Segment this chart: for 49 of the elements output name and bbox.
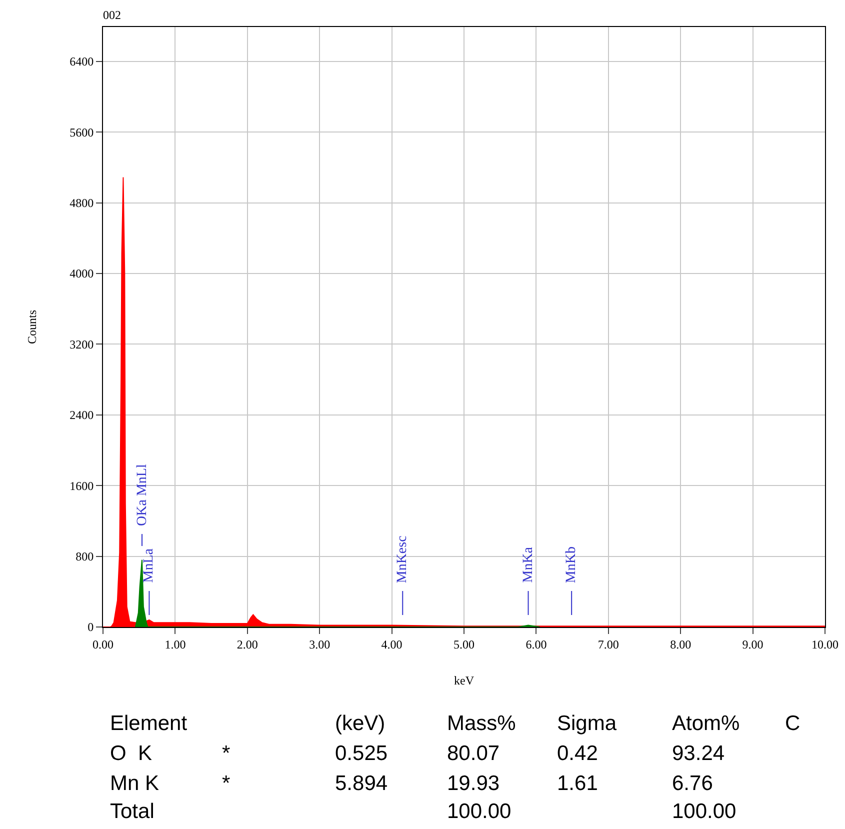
- ref-line-label: MnKb: [564, 546, 580, 584]
- text: C: [785, 712, 800, 736]
- x-tick-label: 0.00: [92, 637, 114, 652]
- ref-line-label: MnLa: [142, 548, 157, 583]
- x-tick-label: 1.00: [164, 637, 186, 652]
- text: 100.00: [672, 800, 736, 824]
- x-tick-label: 8.00: [670, 637, 692, 652]
- text: Sigma: [557, 712, 617, 736]
- y-tick-label: 4800: [70, 196, 94, 210]
- text: Atom%: [672, 712, 740, 736]
- y-tick-label: 4000: [70, 266, 94, 281]
- x-tick-label: 10.00: [812, 637, 838, 652]
- x-tick-label: 9.00: [742, 637, 764, 652]
- text: Total: [110, 800, 154, 824]
- text: (keV): [335, 712, 386, 736]
- y-tick-label: 2400: [70, 408, 94, 422]
- x-tick-label: 3.00: [309, 637, 330, 652]
- text: 1.61: [557, 772, 598, 796]
- y-axis-title: Counts: [24, 310, 39, 344]
- text: Mn K: [110, 772, 160, 796]
- y-tick-label: 5600: [70, 125, 94, 140]
- y-tick-label: 1600: [70, 478, 94, 493]
- x-tick-label: 7.00: [598, 637, 619, 652]
- text: 100.00: [447, 800, 512, 824]
- ref-line-label: MnKa: [520, 546, 536, 583]
- x-tick-label: 5.00: [454, 637, 474, 652]
- text: 0.42: [557, 742, 598, 766]
- ref-line-label: MnKesc: [395, 536, 410, 584]
- text: O K: [110, 742, 152, 766]
- text: 0.525: [335, 742, 388, 766]
- text: 5.894: [335, 772, 388, 796]
- x-tick-label: 6.00: [526, 637, 547, 652]
- text: 80.07: [447, 742, 500, 766]
- chart-title: 002: [103, 8, 121, 22]
- y-tick-label: 0: [88, 620, 94, 634]
- x-axis-title: keV: [454, 673, 474, 688]
- y-tick-label: 6400: [70, 54, 94, 69]
- text: 6.76: [672, 772, 713, 796]
- text: 19.93: [447, 772, 500, 796]
- x-tick-label: 4.00: [381, 637, 402, 652]
- ref-line-label: OKa MnLl: [134, 464, 150, 526]
- text: Element: [110, 712, 188, 736]
- x-tick-label: 2.00: [236, 637, 258, 652]
- text: *: [222, 742, 230, 766]
- text: Mass%: [447, 712, 516, 736]
- text: *: [222, 772, 230, 796]
- text: 93.24: [672, 742, 725, 766]
- y-tick-label: 3200: [70, 337, 94, 352]
- y-tick-label: 800: [76, 550, 94, 564]
